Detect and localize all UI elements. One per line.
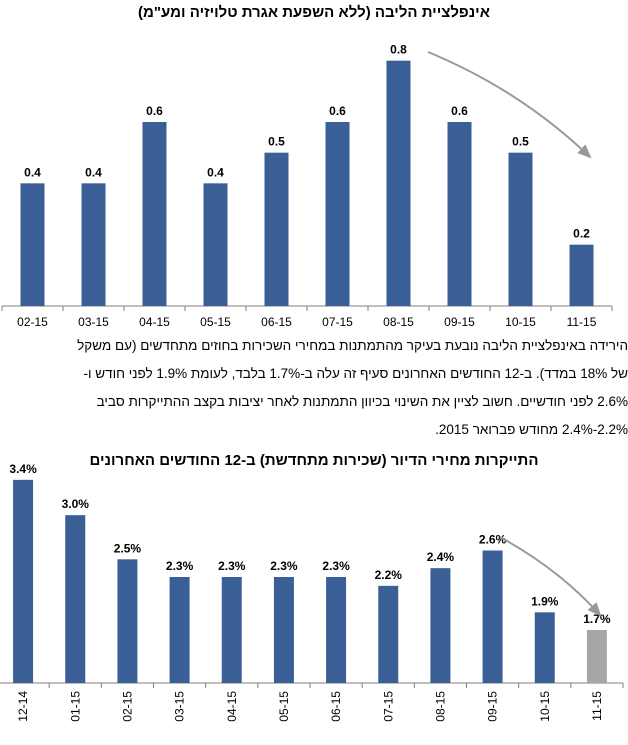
paragraph-line: הירידה באינפלציית הליבה נובעת בעיקר מהתמ… [77,338,628,353]
data-label: 1.7% [583,612,611,626]
trend-arrow-icon [499,536,602,617]
core-inflation-chart: 0.4 02-15 0.4 03-15 0.6 04-15 0.4 05-15 0.5 06-15… [1,43,613,329]
data-label: 0.2 [573,227,590,241]
bar [20,183,45,306]
tick-label: 02-15 [120,691,134,722]
bar [264,152,289,306]
data-label: 0.4 [24,165,41,179]
bar [273,577,294,683]
data-label: 0.4 [85,165,102,179]
bar [65,515,86,683]
bar [586,630,607,683]
bar [169,577,190,683]
tick-label: 10-15 [505,315,536,329]
chart2-title: התייקרות מחירי הדיור (שכירות מתחדשת) ב-1… [89,452,539,469]
tick-label: 03-15 [173,691,187,722]
tick-label: 09-15 [444,315,475,329]
data-label: 0.8 [390,43,407,57]
tick-label: 08-15 [433,691,447,722]
bar [325,122,350,306]
bar [221,577,242,683]
data-label: 2.2% [375,568,403,582]
tick-label: 05-15 [277,691,291,722]
tick-label: 06-15 [261,315,292,329]
bar [378,585,399,683]
data-label: 3.4% [9,462,37,476]
tick-label: 08-15 [383,315,414,329]
paragraph-line: של 18% במדד). ב-12 החודשים האחרונים סעיף… [83,366,628,381]
tick-label: 10-15 [538,691,552,722]
tick-label: 07-15 [381,691,395,722]
data-label: 2.5% [114,541,142,555]
bar [386,60,411,306]
bar [326,577,347,683]
data-label: 2.3% [322,559,350,573]
paragraph-line: 2.2%-2.4% מחודש פברואר 2015. [435,422,628,437]
data-label: 2.3% [218,559,246,573]
tick-label: 09-15 [486,691,500,722]
bar [142,122,167,306]
data-label: 0.5 [268,135,285,149]
bar [482,550,503,683]
tick-label: 11-15 [590,691,604,721]
data-label: 3.0% [62,497,90,511]
tick-label: 06-15 [329,691,343,722]
bar [81,183,106,306]
tick-label: 03-15 [78,315,109,329]
data-label: 0.4 [207,165,224,179]
data-label: 2.3% [166,559,194,573]
bar [534,612,555,683]
bar [13,479,34,683]
tick-label: 04-15 [225,691,239,722]
bar [447,122,472,306]
data-label: 1.9% [531,594,559,608]
bar [569,244,594,306]
tick-label: 02-15 [17,315,48,329]
tick-label: 01-15 [68,691,82,722]
data-label: 0.5 [512,135,529,149]
paragraph-line: 2.6% לפני חודשיים. חשוב לציין את השינוי … [96,394,628,409]
bar [430,568,451,683]
tick-label: 12-14 [16,691,30,722]
data-label: 2.4% [427,550,455,564]
bar [117,559,138,683]
data-label: 0.6 [451,104,468,118]
tick-label: 07-15 [322,315,353,329]
data-label: 0.6 [329,104,346,118]
bar [508,152,533,306]
data-label: 0.6 [146,104,163,118]
bar [203,183,228,306]
tick-label: 04-15 [139,315,170,329]
trend-arrow-icon [427,51,592,159]
data-label: 2.6% [479,533,507,547]
analysis-paragraph: הירידה באינפלציית הליבה נובעת בעיקר מהתמ… [0,332,628,444]
data-label: 2.3% [270,559,298,573]
chart1-title: אינפלציית הליבה (ללא השפעת אגרת טלויזיה … [138,4,490,21]
tick-label: 11-15 [567,315,597,329]
tick-label: 05-15 [200,315,231,329]
